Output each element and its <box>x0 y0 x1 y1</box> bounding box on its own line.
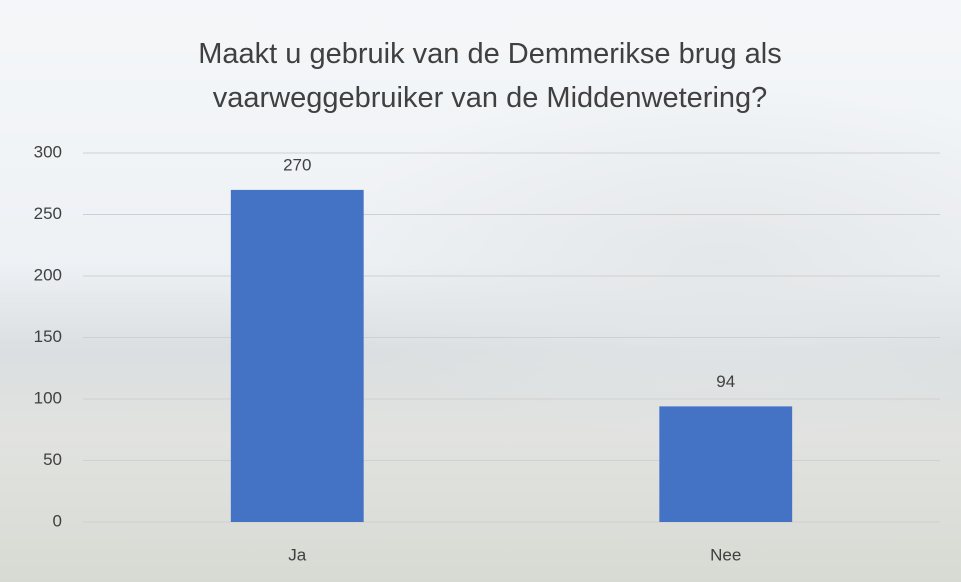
y-tick-label: 250 <box>34 204 62 223</box>
x-tick-label: Nee <box>710 545 741 564</box>
y-tick-label: 200 <box>34 265 62 284</box>
bar <box>659 406 792 522</box>
data-label: 270 <box>283 155 311 174</box>
chart: 0 50 100 150 200 250 300 Ja 270 Nee 94 <box>0 0 961 582</box>
y-tick-label: 50 <box>43 450 62 469</box>
bar <box>231 190 364 522</box>
chart-background: Maakt u gebruik van de Demmerikse brug a… <box>0 0 961 582</box>
y-tick-label: 300 <box>34 142 62 161</box>
data-label: 94 <box>716 372 735 391</box>
x-tick-label: Ja <box>288 545 307 564</box>
y-tick-label: 100 <box>34 388 62 407</box>
y-tick-label: 150 <box>34 327 62 346</box>
y-tick-label: 0 <box>53 511 62 530</box>
